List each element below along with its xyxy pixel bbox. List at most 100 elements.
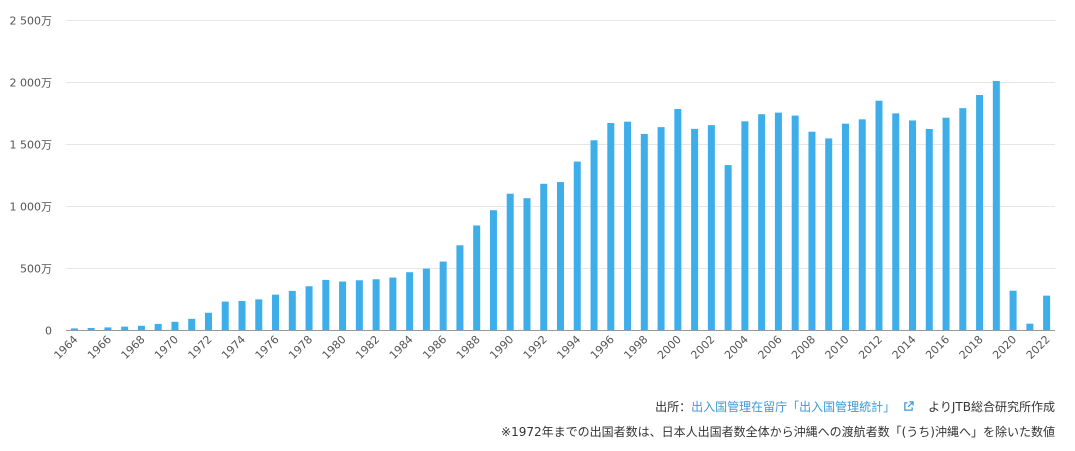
y-tick-label: 1 500万 (10, 139, 53, 152)
bar-2020[interactable] (1009, 290, 1017, 330)
source-prefix: 出所： (655, 400, 692, 414)
x-tick-label: 2002 (688, 333, 717, 362)
x-tick-label: 1970 (152, 333, 181, 362)
bar-2018[interactable] (976, 95, 984, 331)
bar-1995[interactable] (590, 140, 598, 330)
x-tick-label: 2022 (1024, 333, 1053, 362)
bar-1991[interactable] (523, 198, 531, 330)
y-tick-label: 1 000万 (10, 201, 53, 214)
bar-2011[interactable] (858, 119, 866, 330)
bar-1966[interactable] (104, 327, 112, 330)
bar-1975[interactable] (255, 299, 263, 330)
bar-1981[interactable] (355, 280, 363, 330)
bar-1968[interactable] (137, 325, 145, 330)
x-tick-label: 1964 (52, 333, 81, 362)
x-tick-label: 1968 (119, 333, 148, 362)
y-tick-label: 0 (45, 325, 52, 338)
bar-2021[interactable] (1026, 323, 1034, 330)
bar-2010[interactable] (841, 123, 849, 330)
x-tick-label: 1988 (454, 333, 483, 362)
bar-1990[interactable] (506, 193, 514, 330)
bar-1996[interactable] (607, 123, 615, 330)
footnote: ※1972年までの出国者数は、日本人出国者数全体から沖縄への渡航者数「(うち)沖… (501, 425, 1055, 439)
x-tick-label: 2016 (923, 333, 952, 362)
bar-1979[interactable] (322, 279, 330, 330)
bar-1989[interactable] (489, 210, 497, 330)
x-tick-label: 2014 (890, 333, 919, 362)
bar-1976[interactable] (272, 294, 280, 330)
x-tick-label: 1978 (286, 333, 315, 362)
bar-1972[interactable] (204, 312, 212, 330)
bar-1998[interactable] (640, 133, 648, 330)
x-tick-label: 1994 (554, 333, 583, 362)
x-tick-label: 2008 (789, 333, 818, 362)
x-tick-label: 1980 (320, 333, 349, 362)
bar-1997[interactable] (624, 121, 632, 331)
y-tick-label: 2 500万 (10, 15, 53, 28)
bar-1977[interactable] (288, 290, 296, 330)
bar-1964[interactable] (70, 328, 78, 330)
bar-1988[interactable] (473, 225, 481, 330)
bar-1965[interactable] (87, 328, 95, 330)
bar-2005[interactable] (758, 114, 766, 331)
source-suffix: よりJTB総合研究所作成 (928, 400, 1055, 414)
bar-1971[interactable] (188, 318, 196, 330)
x-tick-label: 2020 (990, 333, 1019, 362)
bar-2008[interactable] (808, 131, 816, 330)
x-tick-label: 2004 (722, 333, 751, 362)
bar-1993[interactable] (557, 182, 564, 330)
x-axis-labels: 1964 1966 1968 1970 1972 1974 1976 1978 1980 1982… (52, 333, 1053, 362)
bars (70, 81, 1051, 331)
x-tick-label: 1974 (219, 333, 248, 362)
bar-2015[interactable] (925, 129, 933, 330)
bar-1992[interactable] (540, 183, 548, 330)
bar-1967[interactable] (121, 326, 129, 330)
bar-1999[interactable] (657, 127, 665, 330)
bar-1984[interactable] (406, 272, 414, 330)
bar-2007[interactable] (791, 115, 799, 330)
bar-1985[interactable] (422, 268, 430, 330)
bar-2002[interactable] (707, 125, 715, 331)
bar-2000[interactable] (674, 109, 682, 330)
bar-1969[interactable] (154, 323, 162, 330)
x-tick-label: 1990 (487, 333, 516, 362)
bar-2017[interactable] (959, 108, 967, 330)
source-line: 出所：出入国管理在留庁「出入国管理統計」 よりJTB総合研究所作成 (655, 398, 1055, 415)
bar-2006[interactable] (774, 112, 782, 330)
x-tick-label: 2000 (655, 333, 684, 362)
x-tick-label: 2018 (957, 333, 986, 362)
bar-2014[interactable] (909, 120, 917, 330)
x-tick-label: 1992 (521, 333, 550, 362)
gridlines (66, 20, 1055, 269)
bar-2004[interactable] (741, 121, 749, 330)
bar-1973[interactable] (221, 301, 229, 330)
bar-2003[interactable] (724, 165, 732, 330)
x-tick-label: 1996 (588, 333, 617, 362)
bar-2016[interactable] (942, 117, 950, 331)
bar-1987[interactable] (456, 245, 464, 330)
x-tick-label: 1998 (621, 333, 650, 362)
bar-2019[interactable] (992, 81, 1000, 330)
bar-2013[interactable] (892, 113, 900, 331)
bar-1983[interactable] (389, 277, 397, 330)
bar-2012[interactable] (875, 100, 883, 330)
source-link[interactable]: 出入国管理在留庁「出入国管理統計」 (691, 400, 896, 414)
x-tick-label: 1984 (387, 333, 416, 362)
bar-1970[interactable] (171, 321, 179, 330)
bar-1978[interactable] (305, 286, 313, 330)
bar-1994[interactable] (573, 161, 581, 330)
bar-2009[interactable] (825, 138, 833, 330)
bar-1986[interactable] (439, 261, 447, 330)
bar-1974[interactable] (238, 300, 246, 330)
x-tick-label: 1976 (253, 333, 282, 362)
bar-2001[interactable] (691, 128, 699, 330)
x-tick-label: 1966 (85, 333, 114, 362)
external-link-icon[interactable] (903, 401, 914, 412)
y-axis-labels: 0 500万 1 000万 1 500万 2 000万 2 500万 (10, 15, 53, 338)
x-tick-label: 1986 (420, 333, 449, 362)
bar-1980[interactable] (339, 281, 347, 330)
bar-1982[interactable] (372, 279, 380, 330)
bar-2022[interactable] (1043, 295, 1051, 330)
y-tick-label: 2 000万 (10, 77, 53, 90)
